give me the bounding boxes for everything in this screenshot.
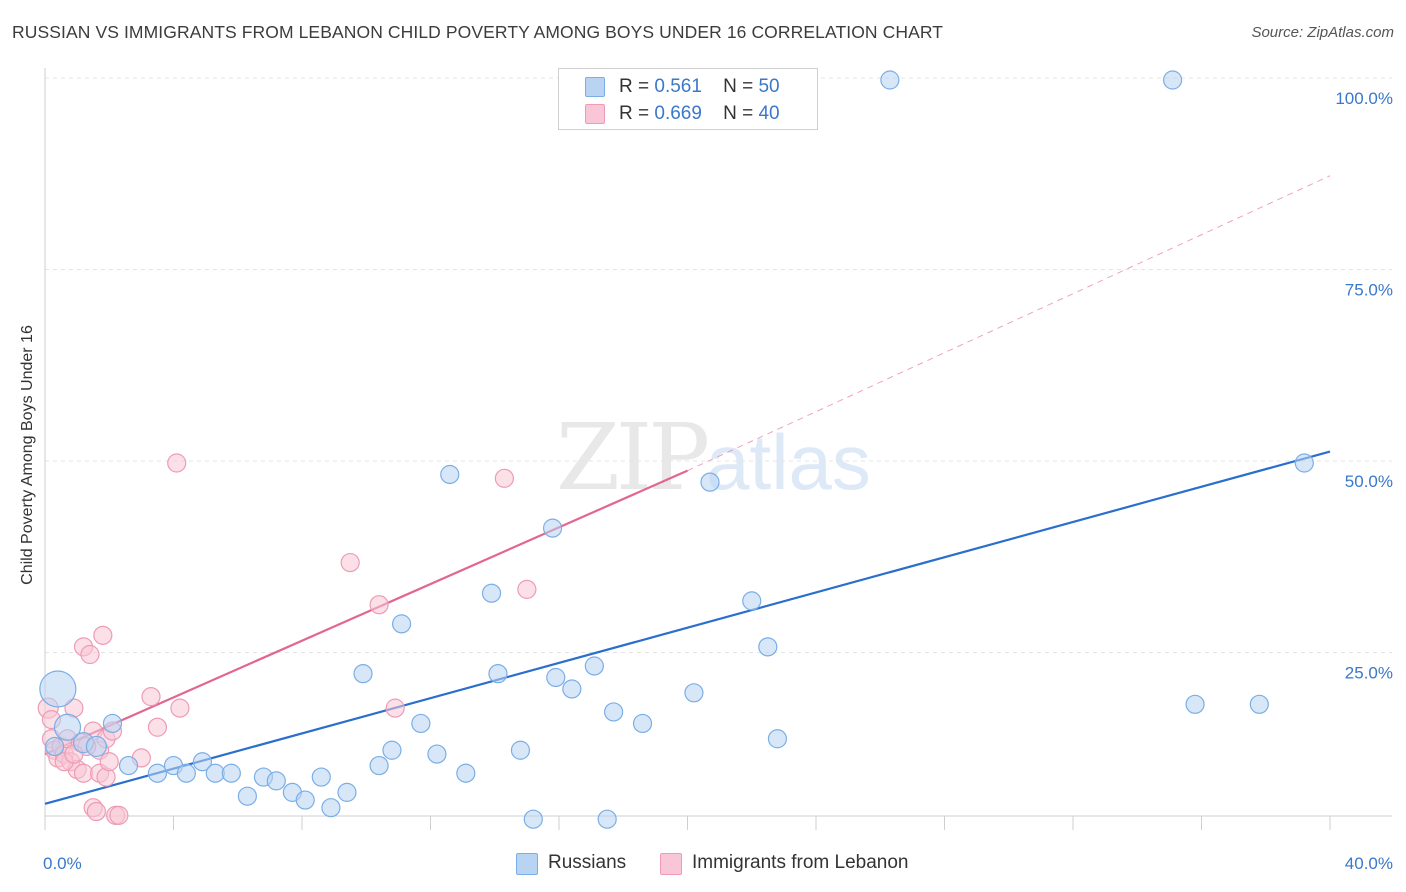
chart-title: RUSSIAN VS IMMIGRANTS FROM LEBANON CHILD… — [12, 22, 944, 42]
legend-n-label: N = — [723, 76, 754, 97]
data-point-lebanon — [170, 698, 190, 718]
legend-label-russians: Russians — [548, 852, 627, 873]
data-point-russians — [1294, 453, 1314, 473]
data-point-russians — [337, 782, 357, 802]
data-point-lebanon — [109, 805, 129, 825]
x-tick-label: 40.0% — [1345, 854, 1393, 873]
data-point-russians — [1185, 694, 1205, 714]
y-tick-label: 50.0% — [1345, 472, 1393, 491]
data-point-russians — [321, 798, 341, 818]
data-point-russians — [311, 767, 331, 787]
y-tick-label: 25.0% — [1345, 664, 1393, 683]
y-tick-label: 100.0% — [1335, 89, 1393, 108]
data-point-russians — [880, 70, 900, 90]
data-point-russians — [411, 713, 431, 734]
legend-swatch-lebanon — [660, 853, 682, 875]
points-layer — [37, 70, 1314, 829]
data-point-russians — [382, 740, 402, 760]
data-point-russians — [700, 472, 720, 492]
data-point-russians — [1249, 694, 1269, 714]
legend-r-label: R = — [619, 103, 650, 124]
data-point-russians — [85, 735, 108, 758]
series-legend: Russians Immigrants from Lebanon — [0, 852, 1406, 876]
trend-layer — [44, 175, 1331, 805]
legend-n-value-lebanon: 40 — [758, 103, 780, 124]
trend-line-russians — [44, 450, 1331, 805]
data-point-russians — [542, 518, 563, 538]
data-point-russians — [584, 656, 604, 676]
data-point-lebanon — [99, 752, 119, 772]
data-point-lebanon — [93, 625, 113, 645]
data-point-russians — [488, 664, 508, 684]
trend-line-lebanon — [44, 469, 688, 756]
data-point-russians — [295, 790, 315, 810]
data-point-russians — [427, 744, 447, 764]
data-point-russians — [205, 763, 225, 783]
x-tick-label: 0.0% — [43, 854, 82, 873]
data-point-russians — [353, 664, 373, 684]
data-point-lebanon — [73, 763, 94, 783]
data-point-russians — [369, 755, 389, 776]
data-point-russians — [481, 583, 502, 603]
data-point-russians — [510, 740, 531, 760]
legend-n-label: N = — [723, 103, 754, 124]
data-point-russians — [758, 637, 778, 657]
y-tick-label: 75.0% — [1345, 281, 1393, 300]
data-point-lebanon — [340, 552, 360, 573]
watermark-atlas: atlas — [706, 418, 871, 506]
data-point-lebanon — [141, 687, 161, 707]
data-point-russians — [118, 755, 139, 776]
watermark: ZIPatlas — [556, 404, 871, 511]
data-point-russians — [147, 763, 168, 783]
data-point-lebanon — [494, 468, 514, 488]
data-point-russians — [102, 713, 123, 734]
data-point-lebanon — [80, 644, 100, 665]
watermark-zip: ZIP — [556, 404, 710, 511]
data-point-russians — [221, 763, 241, 783]
data-point-russians — [597, 809, 617, 829]
data-point-russians — [391, 614, 412, 634]
legend-label-lebanon: Immigrants from Lebanon — [692, 852, 909, 873]
legend-n-value-russians: 50 — [758, 76, 780, 97]
trend-extension-lebanon — [687, 175, 1331, 472]
data-point-lebanon — [86, 801, 107, 822]
data-point-lebanon — [147, 717, 168, 737]
data-point-lebanon — [385, 698, 405, 718]
legend-r-value-lebanon: 0.669 — [654, 103, 702, 124]
data-point-russians — [237, 786, 257, 806]
data-point-lebanon — [517, 579, 537, 599]
data-point-russians — [684, 683, 704, 703]
data-point-russians — [632, 713, 653, 734]
data-point-russians — [1162, 70, 1183, 90]
data-point-russians — [456, 763, 476, 783]
data-point-russians — [39, 670, 77, 708]
data-point-russians — [266, 771, 286, 791]
data-point-russians — [440, 464, 460, 485]
data-point-russians — [192, 752, 213, 772]
data-point-russians — [742, 591, 762, 611]
tick-label-layer: 100.0% 75.0% 50.0% 25.0% 0.0% 40.0% — [43, 89, 1393, 873]
stats-legend: R = 0.561 N = 50 R = 0.669 N = 40 — [558, 68, 818, 130]
axis-layer — [44, 68, 1392, 830]
data-point-lebanon — [369, 595, 389, 615]
source-label: Source: ZipAtlas.com — [1251, 24, 1394, 41]
data-point-russians — [562, 679, 582, 699]
legend-r-label: R = — [619, 76, 650, 97]
legend-swatch-russians — [585, 77, 605, 97]
grid-layer — [45, 77, 1392, 653]
data-point-russians — [45, 736, 65, 757]
data-point-russians — [523, 809, 543, 829]
legend-r-value-russians: 0.561 — [654, 76, 702, 97]
data-point-russians — [604, 702, 624, 722]
data-point-russians — [176, 763, 196, 783]
data-point-russians — [53, 713, 82, 741]
legend-swatch-lebanon — [585, 104, 605, 124]
data-point-russians — [546, 667, 566, 688]
legend-swatch-russians — [516, 853, 538, 875]
data-point-lebanon — [167, 453, 187, 473]
data-point-russians — [767, 729, 788, 749]
